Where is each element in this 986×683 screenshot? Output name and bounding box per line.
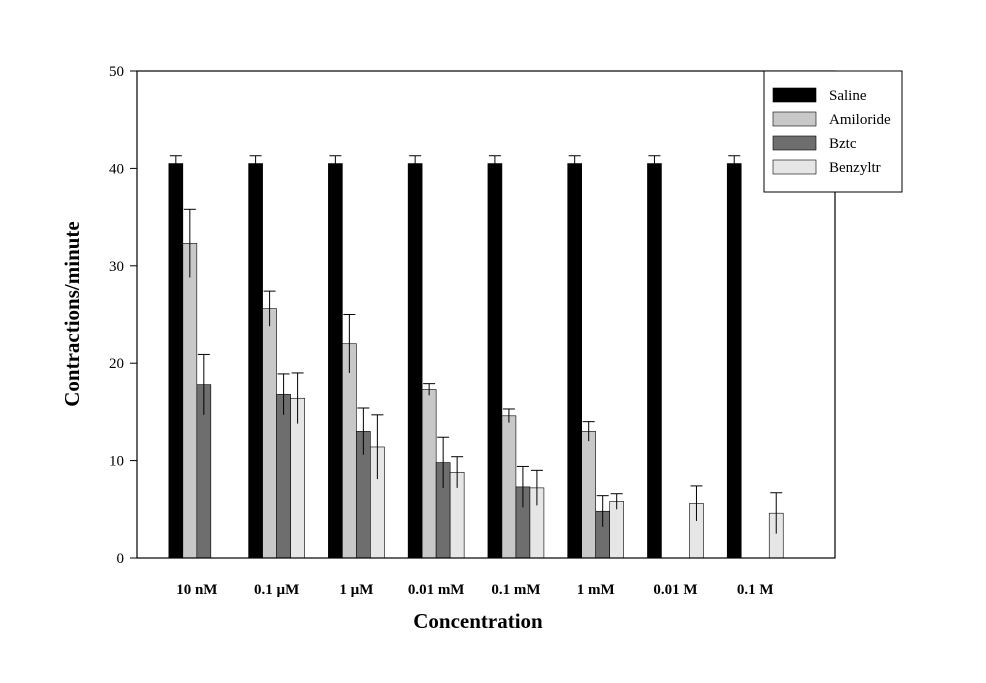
bar-amiloride-0-1-mm bbox=[501, 415, 517, 559]
legend-label-saline: Saline bbox=[829, 88, 867, 104]
error-bar-benzyltr-0-1-m bbox=[291, 372, 304, 424]
error-bar-benzyltr-0-01-m bbox=[690, 485, 703, 521]
x-axis-title: Concentration bbox=[413, 609, 543, 633]
error-bar-amiloride-0-01-mm bbox=[423, 383, 436, 396]
y-tick-label: 40 bbox=[109, 161, 124, 177]
error-bar-amiloride-1-m bbox=[343, 314, 356, 373]
error-bar-benzyltr-0-1-mm bbox=[530, 469, 543, 506]
bar-amiloride-0-1-m bbox=[262, 308, 277, 559]
error-bar-bztc-0-1-m bbox=[277, 373, 290, 415]
error-bar-bztc-1-mm bbox=[596, 495, 609, 527]
bar-amiloride-10-nm bbox=[182, 243, 198, 559]
error-bars-layer bbox=[169, 155, 783, 534]
legend: Saline Amiloride Bztc Benzyltr bbox=[763, 70, 903, 193]
y-axis: 0 10 20 30 40 50 bbox=[109, 64, 137, 567]
error-bar-bztc-10-nm bbox=[197, 353, 210, 415]
x-tick-label-0-01-m: 0.01 M bbox=[653, 582, 697, 598]
y-tick-label: 50 bbox=[109, 64, 124, 80]
bar-saline-0-1-m bbox=[248, 163, 263, 559]
error-bar-saline-10-nm bbox=[169, 155, 182, 172]
legend-swatch-amiloride bbox=[772, 111, 817, 127]
x-tick-label-10-nm: 10 nM bbox=[176, 582, 217, 598]
x-tick-label-0-01-mm: 0.01 mM bbox=[408, 582, 465, 598]
bar-saline-0-1-mm bbox=[487, 163, 503, 559]
bar-amiloride-0-01-mm bbox=[421, 389, 437, 559]
error-bar-saline-0-01-mm bbox=[409, 155, 422, 172]
bars-layer bbox=[168, 163, 784, 559]
error-bar-saline-1-m bbox=[329, 155, 342, 172]
error-bar-amiloride-0-1-mm bbox=[502, 408, 515, 423]
bar-amiloride-1-mm bbox=[581, 431, 596, 559]
error-bar-benzyltr-0-01-mm bbox=[451, 456, 464, 488]
error-bar-benzyltr-1-mm bbox=[610, 493, 623, 510]
bar-saline-0-01-mm bbox=[407, 163, 423, 559]
bar-saline-0-01-m bbox=[647, 163, 662, 559]
error-bar-saline-0-1-m bbox=[728, 155, 741, 172]
x-tick-label-0-1-m: 0.1 µM bbox=[254, 582, 299, 598]
bar-saline-1-m bbox=[328, 163, 343, 559]
error-bar-saline-0-1-m bbox=[249, 155, 262, 172]
bar-saline-10-nm bbox=[168, 163, 184, 559]
x-tick-label-0-1-mm: 0.1 mM bbox=[491, 582, 540, 598]
legend-label-benzyltr: Benzyltr bbox=[829, 160, 881, 176]
y-axis-title: Contractions/minute bbox=[60, 221, 84, 407]
y-tick-label: 30 bbox=[109, 259, 124, 275]
x-tick-label-0-1-m: 0.1 M bbox=[737, 582, 774, 598]
error-bar-bztc-1-m bbox=[357, 407, 370, 455]
legend-label-bztc: Bztc bbox=[829, 136, 857, 152]
x-tick-label-1-m: 1 µM bbox=[339, 582, 373, 598]
error-bar-bztc-0-01-mm bbox=[437, 436, 450, 488]
legend-swatch-bztc bbox=[772, 135, 817, 151]
error-bar-saline-1-mm bbox=[568, 155, 581, 172]
error-bar-saline-0-01-m bbox=[648, 155, 661, 172]
bar-bztc-0-1-m bbox=[276, 394, 291, 559]
error-bar-amiloride-10-nm bbox=[183, 208, 196, 278]
legend-swatch-saline bbox=[772, 87, 817, 103]
y-tick-label: 20 bbox=[109, 356, 124, 372]
error-bar-amiloride-0-1-m bbox=[263, 290, 276, 327]
y-tick-label: 0 bbox=[117, 551, 125, 567]
x-axis: 10 nM 0.1 µM 1 µM 0.01 mM 0.1 mM 1 mM 0.01 M 0.… bbox=[176, 582, 773, 598]
error-bar-amiloride-1-mm bbox=[582, 421, 595, 442]
plot-frame bbox=[136, 70, 836, 559]
error-bar-benzyltr-1-m bbox=[371, 414, 384, 480]
error-bar-saline-0-1-mm bbox=[488, 155, 501, 172]
bar-saline-1-mm bbox=[567, 163, 582, 559]
x-tick-label-1-mm: 1 mM bbox=[577, 582, 615, 598]
bar-amiloride-1-m bbox=[342, 343, 357, 559]
bar-saline-0-1-m bbox=[726, 163, 742, 559]
bar-benzyltr-1-mm bbox=[609, 501, 624, 559]
error-bar-benzyltr-0-1-m bbox=[770, 492, 783, 534]
y-tick-label: 10 bbox=[109, 454, 124, 470]
legend-label-amiloride: Amiloride bbox=[829, 112, 891, 128]
error-bar-bztc-0-1-mm bbox=[516, 465, 529, 508]
legend-swatch-benzyltr bbox=[772, 159, 817, 175]
